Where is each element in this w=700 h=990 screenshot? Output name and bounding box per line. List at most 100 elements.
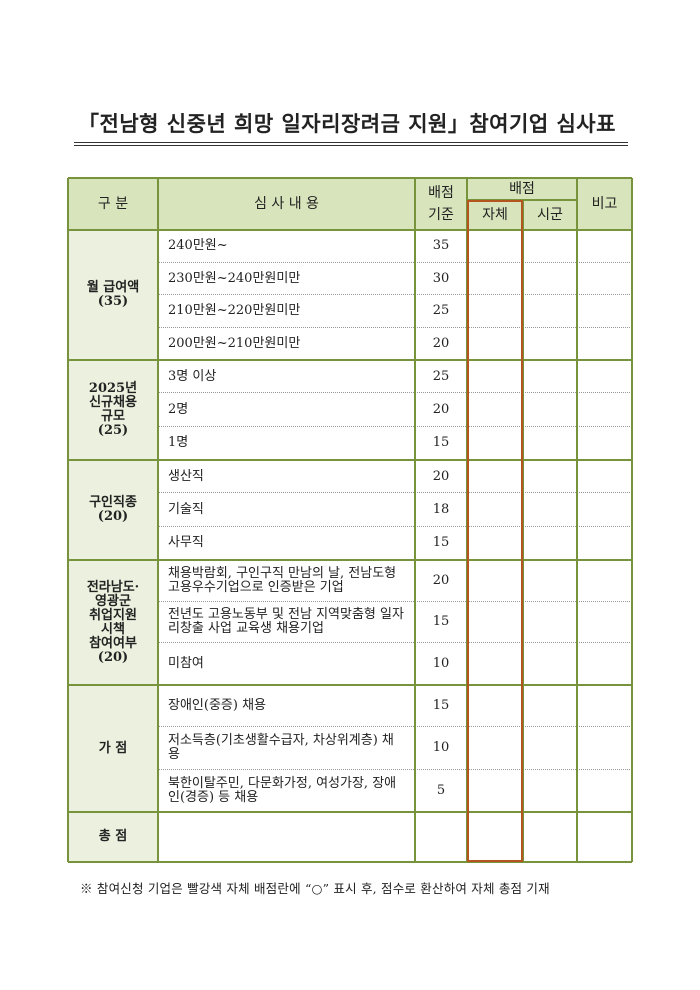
points-value: 20	[432, 401, 450, 417]
criteria-text: 240만원~	[168, 238, 228, 254]
criteria-text: 북한이탈주민, 다문화가정, 여성가장, 장애인(경증) 등 채용	[168, 775, 397, 805]
row-divider	[158, 726, 632, 728]
group-divider	[68, 359, 632, 361]
criteria-text: 3명 이상	[168, 368, 217, 384]
criteria-text: 미참여	[168, 656, 204, 672]
points-value: 15	[432, 435, 450, 451]
header-category: 구 분	[68, 178, 158, 230]
footnote: ※ 참여신청 기업은 빨강색 자체 배점란에 “○” 표시 후, 점수로 환산하…	[80, 881, 550, 896]
remarks-input[interactable]	[577, 770, 632, 812]
county-score-input[interactable]	[523, 560, 577, 602]
self-score-highlight-box	[467, 200, 523, 862]
points-value: 15	[432, 614, 450, 630]
header-score-group: 배점	[467, 178, 577, 200]
county-score-input[interactable]	[523, 328, 577, 361]
county-score-input[interactable]	[523, 427, 577, 460]
criteria-text: 2명	[168, 401, 189, 417]
category-cell: 가 점	[68, 685, 158, 812]
row-divider	[158, 294, 632, 295]
county-score-input[interactable]	[523, 727, 577, 769]
title-underline	[74, 142, 628, 146]
county-score-input[interactable]	[523, 685, 577, 727]
remarks-input[interactable]	[577, 560, 632, 602]
criteria-text: 사무직	[168, 535, 204, 551]
points-value: 18	[432, 501, 450, 517]
county-score-input[interactable]	[523, 602, 577, 644]
group-divider	[68, 684, 632, 686]
table-top	[68, 177, 632, 179]
remarks-input[interactable]	[577, 685, 632, 727]
category-cell: 구인직종 (20)	[68, 460, 158, 560]
criteria-text: 장애인(중증) 채용	[168, 698, 266, 714]
remarks-input[interactable]	[577, 360, 632, 393]
criteria-text: 230만원~240만원미만	[168, 270, 301, 286]
criteria-text: 210만원~220만원미만	[168, 303, 301, 319]
county-score-input[interactable]	[523, 770, 577, 812]
row-divider	[158, 261, 632, 263]
group-divider	[68, 229, 632, 231]
remarks-input[interactable]	[577, 727, 632, 769]
county-score-input[interactable]	[523, 263, 577, 296]
total-divider	[68, 811, 632, 813]
row-divider	[158, 425, 632, 427]
points-value: 5	[436, 782, 446, 798]
group-divider	[68, 559, 632, 561]
category-cell: 전라남도· 영광군 취업지원 시책 참여여부 (20)	[68, 560, 158, 685]
county-score-input[interactable]	[523, 295, 577, 328]
row-divider	[158, 492, 632, 494]
remarks-input[interactable]	[577, 295, 632, 328]
points-value: 30	[432, 270, 450, 286]
remarks-input[interactable]	[577, 643, 632, 685]
remarks-input[interactable]	[577, 328, 632, 361]
category-cell: 월 급여액 (35)	[68, 230, 158, 360]
header-self: 자체	[467, 200, 523, 230]
points-value: 35	[432, 238, 450, 254]
criteria-text: 생산직	[168, 468, 204, 484]
remarks-input[interactable]	[577, 393, 632, 426]
points-value: 10	[432, 740, 450, 756]
table-bottom	[68, 861, 632, 863]
county-score-input[interactable]	[523, 230, 577, 263]
criteria-text: 저소득층(기초생활수급자, 차상위계층) 채용	[168, 733, 394, 763]
remarks-input[interactable]	[577, 493, 632, 526]
remarks-input[interactable]	[577, 427, 632, 460]
header-content: 심 사 내 용	[158, 178, 415, 230]
total-county-input[interactable]	[523, 812, 577, 862]
remarks-input[interactable]	[577, 263, 632, 296]
total-label: 총 점	[68, 812, 158, 862]
remarks-input[interactable]	[577, 460, 632, 493]
county-score-input[interactable]	[523, 360, 577, 393]
criteria-text: 기술직	[168, 501, 204, 517]
criteria-text: 200만원~210만원미만	[168, 335, 301, 351]
group-divider	[68, 459, 632, 461]
points-value: 20	[432, 335, 450, 351]
points-value: 20	[432, 572, 450, 588]
column-divider	[576, 178, 578, 862]
remarks-input[interactable]	[577, 527, 632, 560]
county-score-input[interactable]	[523, 460, 577, 493]
remarks-input[interactable]	[577, 602, 632, 644]
points-value: 10	[432, 656, 450, 672]
row-divider	[158, 525, 632, 527]
points-value: 25	[432, 368, 450, 384]
page-title: 「전남형 신중년 희망 일자리장려금 지원」참여기업 심사표	[78, 112, 616, 136]
header-county: 시군	[523, 200, 577, 230]
header-standard: 배점 기준	[415, 178, 467, 230]
county-score-input[interactable]	[523, 643, 577, 685]
county-score-input[interactable]	[523, 493, 577, 526]
county-score-input[interactable]	[523, 393, 577, 426]
column-divider	[631, 178, 633, 862]
row-divider	[158, 642, 632, 644]
column-divider	[157, 178, 159, 862]
criteria-text: 전년도 고용노동부 및 전남 지역맞춤형 일자리창출 사업 교육생 채용기업	[168, 607, 404, 637]
points-value: 15	[432, 698, 450, 714]
criteria-text: 채용박람회, 구인구직 만남의 날, 전남도형 고용우수기업으로 인증받은 기업	[168, 565, 397, 595]
points-value: 20	[432, 468, 450, 484]
criteria-text: 1명	[168, 435, 189, 451]
header-remarks: 비고	[577, 178, 632, 230]
county-score-input[interactable]	[523, 527, 577, 560]
points-value: 15	[432, 535, 450, 551]
remarks-input[interactable]	[577, 230, 632, 263]
column-divider	[414, 178, 416, 862]
